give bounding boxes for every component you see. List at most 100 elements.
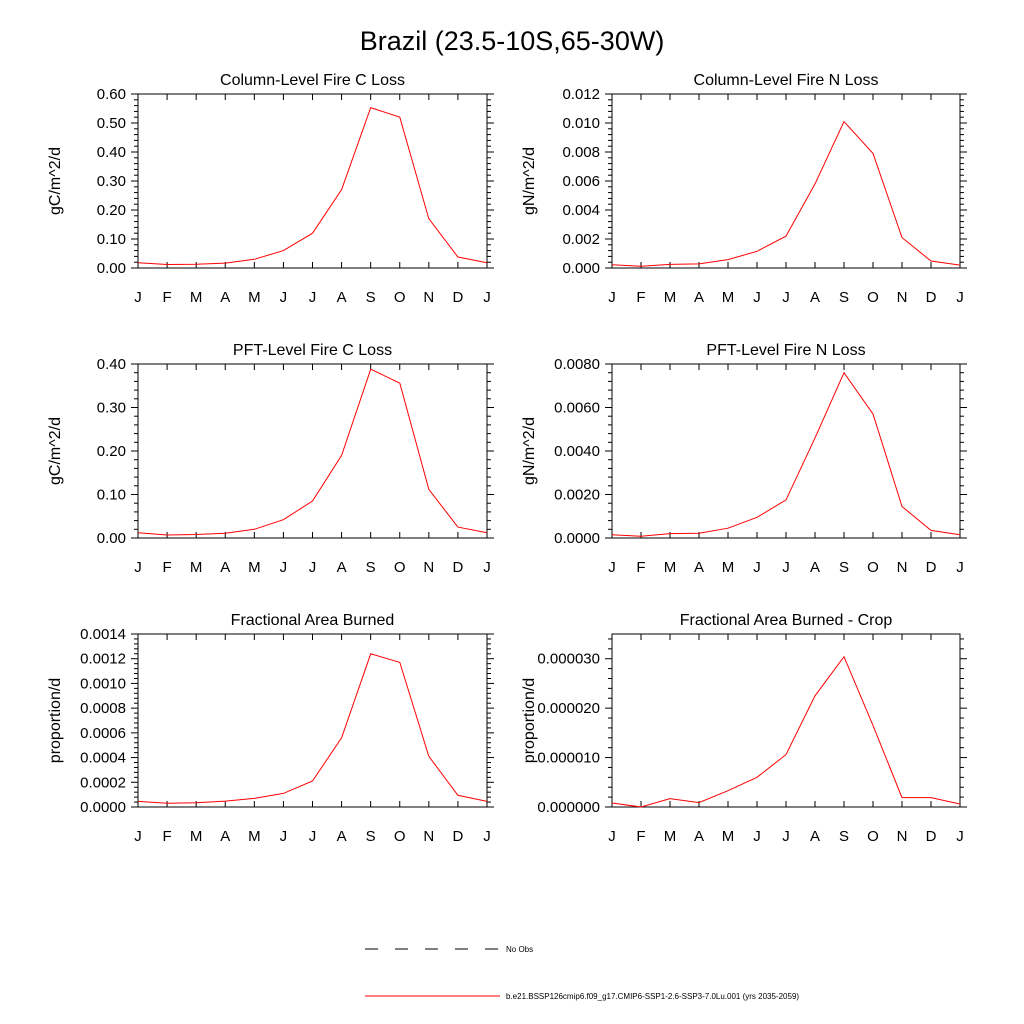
panel-title: Column-Level Fire N Loss: [694, 72, 879, 89]
plot-frame: [137, 93, 488, 269]
series-line: [137, 368, 488, 536]
y-tick-label: 0.40: [97, 144, 126, 161]
x-tick-label: M: [190, 559, 203, 576]
y-axis-label: proportion/d: [521, 678, 538, 763]
y-tick-label: 0.010: [562, 115, 600, 132]
y-tick-label: 0.20: [97, 202, 126, 219]
x-tick-label: D: [926, 289, 937, 306]
x-tick-label: J: [608, 559, 616, 576]
y-tick-label: 0.0004: [80, 750, 126, 767]
x-tick-label: M: [190, 828, 203, 845]
y-tick-label: 0.008: [562, 144, 600, 161]
x-tick-label: A: [810, 828, 820, 845]
x-tick-label: S: [839, 289, 849, 306]
y-tick-label: 0.000: [562, 260, 600, 277]
x-tick-label: A: [810, 289, 820, 306]
x-tick-label: J: [753, 559, 761, 576]
y-tick-label: 0.0000: [554, 530, 600, 547]
x-tick-label: J: [782, 289, 790, 306]
y-tick-label: 0.0040: [554, 443, 600, 460]
x-tick-label: J: [309, 289, 317, 306]
y-axis-label: gN/m^2/d: [521, 147, 538, 215]
x-tick-label: J: [134, 289, 142, 306]
y-tick-label: 0.30: [97, 173, 126, 190]
series-line: [137, 106, 488, 266]
x-tick-label: J: [782, 828, 790, 845]
x-tick-label: M: [248, 559, 261, 576]
x-tick-label: A: [220, 828, 230, 845]
x-tick-label: O: [867, 289, 879, 306]
x-tick-label: S: [366, 559, 376, 576]
x-tick-label: A: [694, 828, 704, 845]
x-tick-label: D: [452, 289, 463, 306]
x-tick-label: J: [956, 289, 964, 306]
x-tick-label: J: [608, 289, 616, 306]
y-tick-label: 0.0060: [554, 400, 600, 417]
plot-frame: [611, 633, 961, 808]
y-tick-label: 0.006: [562, 173, 600, 190]
x-tick-label: M: [664, 828, 677, 845]
x-tick-label: J: [483, 289, 491, 306]
panel-title: PFT-Level Fire N Loss: [706, 342, 865, 359]
x-tick-label: S: [366, 828, 376, 845]
series-line: [611, 120, 961, 267]
panel-title: Fractional Area Burned - Crop: [680, 612, 893, 629]
y-tick-label: 0.0010: [80, 675, 126, 692]
chart-panel: Fractional Area Burned - Crop proportion/…: [521, 612, 967, 845]
x-tick-label: J: [956, 559, 964, 576]
x-tick-label: D: [926, 559, 937, 576]
x-tick-label: M: [248, 289, 261, 306]
x-tick-label: N: [423, 289, 434, 306]
x-tick-label: J: [280, 559, 288, 576]
x-tick-label: A: [337, 828, 347, 845]
series-line: [611, 371, 961, 537]
x-tick-label: M: [190, 289, 203, 306]
panel-title: PFT-Level Fire C Loss: [233, 342, 392, 359]
series-line: [137, 653, 488, 804]
x-tick-label: D: [926, 828, 937, 845]
x-tick-label: J: [608, 828, 616, 845]
x-tick-label: M: [722, 828, 735, 845]
x-tick-label: F: [162, 289, 171, 306]
y-tick-label: 0.40: [97, 356, 126, 373]
x-tick-label: D: [452, 828, 463, 845]
x-tick-label: N: [423, 559, 434, 576]
x-tick-label: M: [248, 828, 261, 845]
x-tick-label: M: [722, 559, 735, 576]
y-tick-label: 0.0008: [80, 700, 126, 717]
y-tick-label: 0.60: [97, 86, 126, 103]
x-tick-label: J: [134, 559, 142, 576]
y-tick-label: 0.0020: [554, 487, 600, 504]
x-tick-label: J: [753, 289, 761, 306]
x-tick-label: J: [753, 828, 761, 845]
y-tick-label: 0.000020: [537, 700, 600, 717]
y-tick-label: 0.0080: [554, 356, 600, 373]
y-tick-label: 0.00: [97, 260, 126, 277]
x-tick-label: A: [220, 559, 230, 576]
x-tick-label: J: [134, 828, 142, 845]
series-line: [611, 655, 961, 808]
x-tick-label: N: [897, 289, 908, 306]
x-tick-label: M: [722, 289, 735, 306]
x-tick-label: M: [664, 289, 677, 306]
x-tick-label: O: [394, 828, 406, 845]
y-axis-label: gC/m^2/d: [47, 417, 64, 485]
x-tick-label: O: [394, 559, 406, 576]
x-tick-label: J: [309, 828, 317, 845]
y-tick-label: 0.0012: [80, 651, 126, 668]
x-tick-label: N: [897, 828, 908, 845]
x-tick-label: D: [452, 559, 463, 576]
y-tick-label: 0.004: [562, 202, 600, 219]
x-tick-label: O: [867, 828, 879, 845]
y-tick-label: 0.0006: [80, 725, 126, 742]
x-tick-label: J: [280, 828, 288, 845]
x-tick-label: J: [309, 559, 317, 576]
x-tick-label: F: [162, 559, 171, 576]
x-tick-label: J: [483, 559, 491, 576]
x-tick-label: A: [220, 289, 230, 306]
x-tick-label: S: [839, 828, 849, 845]
y-tick-label: 0.0000: [80, 799, 126, 816]
